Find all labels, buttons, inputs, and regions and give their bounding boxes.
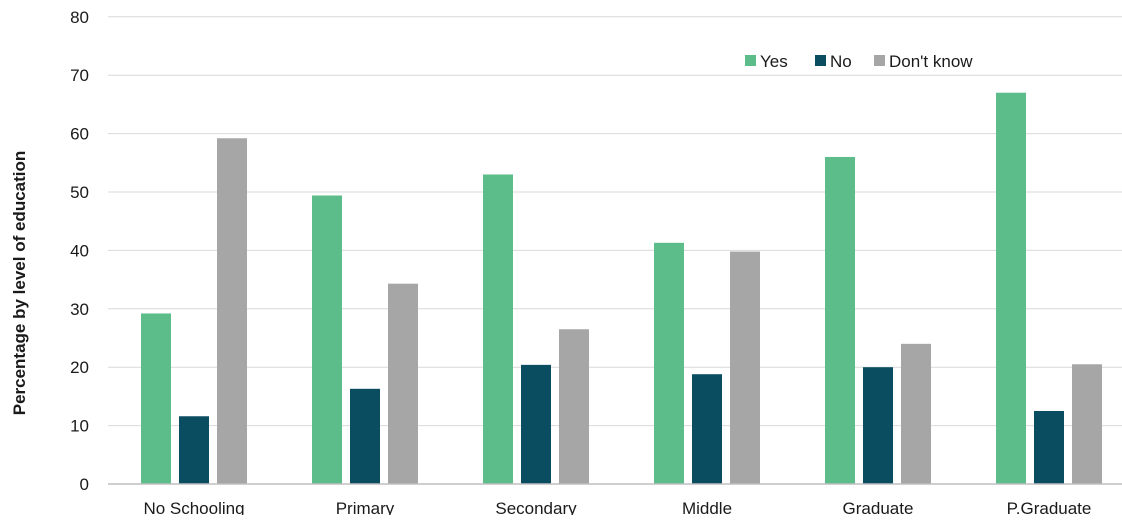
bar-yes-6 [996,92,1026,484]
gridlines [108,16,1122,485]
bar-no-4 [692,374,722,484]
y-tick-label: 30 [70,300,89,319]
bar-don-t-know-5 [901,343,931,484]
bar-yes-2 [312,195,342,484]
bar-yes-5 [825,156,855,484]
bar-no-2 [350,388,380,484]
bar-don-t-know-3 [559,329,589,484]
bar-no-3 [521,364,551,484]
x-tick-label: Middle [682,499,732,515]
bar-don-t-know-4 [730,251,760,484]
x-tick-label: Secondary [495,499,577,515]
bar-no-1 [179,416,209,484]
y-tick-label: 50 [70,183,89,202]
y-tick-label: 0 [80,475,89,494]
bar-yes-4 [654,242,684,484]
y-tick-label: 10 [70,417,89,436]
y-axis-label: Percentage by level of education [10,151,29,416]
x-tick-label: Primary [336,499,395,515]
y-tick-label: 60 [70,125,89,144]
bar-no-6 [1034,411,1064,484]
legend-label: No [830,52,852,71]
bars [141,92,1102,485]
y-tick-label: 20 [70,358,89,377]
x-tick-label: P.Graduate [1007,499,1092,515]
bar-don-t-know-6 [1072,364,1102,484]
bar-no-5 [863,367,893,484]
y-tick-label: 70 [70,66,89,85]
legend-label: Yes [760,52,788,71]
bar-yes-3 [483,174,513,485]
legend-swatch [815,55,826,66]
x-tick-label: Graduate [843,499,914,515]
bar-don-t-know-1 [217,138,247,484]
bar-yes-1 [141,313,171,484]
y-tick-label: 40 [70,241,89,260]
legend-label: Don't know [889,52,973,71]
legend-swatch [745,55,756,66]
bar-don-t-know-2 [388,283,418,484]
y-tick-label: 80 [70,8,89,27]
legend-swatch [874,55,885,66]
x-tick-label: No Schooling [143,499,244,515]
legend: Yes No Don't know [745,52,973,71]
axes: 0 10 20 30 40 50 60 70 80 No Schooling Primary Seco… [70,8,1122,518]
